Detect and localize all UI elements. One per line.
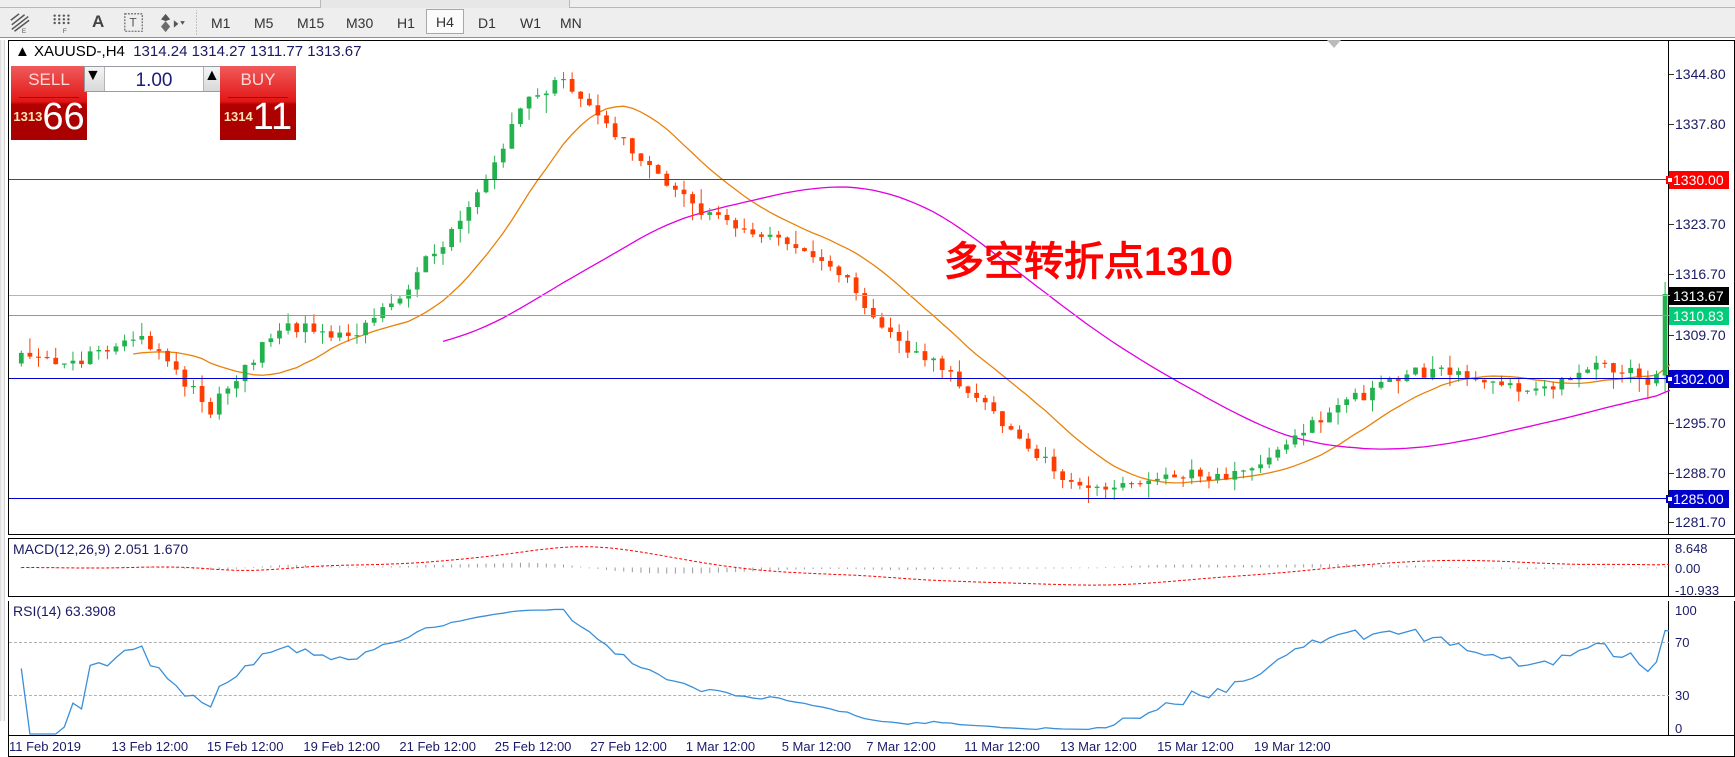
svg-text:E: E — [22, 28, 26, 34]
svg-text:F: F — [63, 28, 67, 34]
svg-text:T: T — [129, 16, 136, 30]
